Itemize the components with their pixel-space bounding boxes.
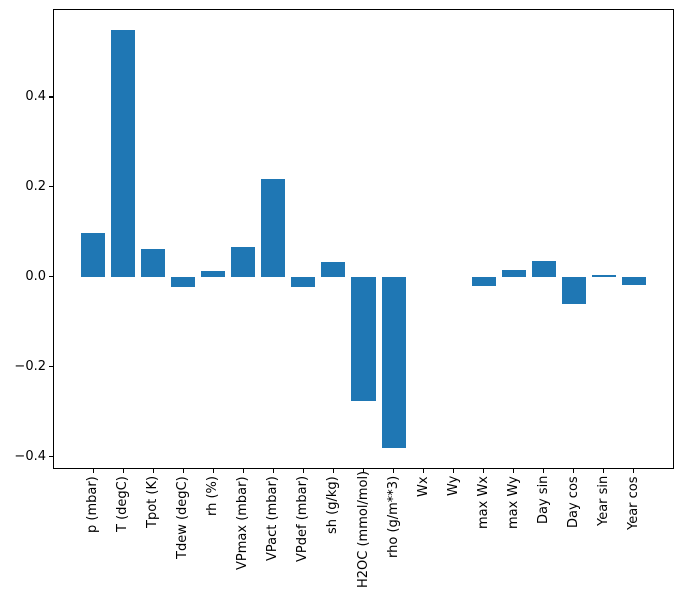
y-tick-mark [49, 455, 53, 458]
x-tick-mark [452, 469, 455, 473]
x-tick-mark [332, 469, 335, 473]
x-tick-label: p (mbar) [85, 476, 101, 533]
bar [591, 275, 616, 277]
x-tick-label: Year sin [595, 476, 611, 527]
bar [141, 248, 166, 277]
x-tick-label: Wx [415, 476, 431, 497]
y-tick-mark [49, 276, 53, 278]
bar [231, 246, 256, 277]
x-tick-mark [362, 469, 365, 473]
y-tick-mark [49, 96, 53, 98]
bar [531, 261, 556, 277]
bar [261, 179, 286, 277]
y-tick-label: 0.0 [25, 268, 46, 284]
y-tick-mark [49, 186, 53, 188]
x-tick-label: Tdew (degC) [175, 476, 191, 559]
y-tick-label: −0.4 [14, 448, 46, 464]
x-tick-mark [573, 469, 575, 473]
x-tick-mark [633, 469, 635, 473]
y-tick-label: −0.2 [14, 358, 46, 374]
x-tick-mark [182, 469, 184, 473]
bar [321, 262, 346, 277]
bar [351, 276, 376, 401]
x-tick-label: VPdef (mbar) [295, 476, 311, 563]
x-tick-mark [302, 469, 305, 473]
x-tick-mark [272, 469, 274, 473]
x-tick-mark [392, 469, 395, 473]
x-tick-label: max Wy [505, 476, 521, 529]
x-tick-label: max Wx [475, 476, 491, 530]
x-tick-mark [122, 469, 124, 473]
x-tick-label: rho (g/m**3) [385, 476, 401, 559]
x-tick-mark [483, 469, 485, 473]
x-tick-mark [422, 469, 425, 473]
x-tick-mark [92, 469, 94, 473]
y-tick-label: 0.4 [25, 88, 46, 104]
x-tick-label: VPact (mbar) [265, 476, 281, 561]
bar [111, 30, 136, 277]
x-tick-label: sh (g/kg) [325, 476, 341, 534]
y-tick-label: 0.2 [25, 178, 46, 194]
bar [471, 276, 496, 286]
bar [291, 276, 316, 288]
x-tick-label: Day cos [565, 476, 581, 528]
bar [501, 269, 526, 277]
x-tick-mark [242, 469, 244, 473]
x-tick-label: Wy [445, 476, 461, 497]
x-tick-mark [212, 469, 214, 473]
x-tick-label: T (degC) [115, 476, 131, 532]
x-tick-label: H2OC (mmol/mol) [355, 470, 371, 588]
bar [201, 270, 226, 277]
bar [561, 276, 586, 305]
x-tick-label: Day sin [535, 476, 551, 525]
y-tick-mark [49, 366, 53, 368]
x-tick-mark [603, 469, 605, 473]
bar [81, 232, 106, 277]
x-tick-mark [152, 469, 154, 473]
bar [171, 276, 196, 287]
x-tick-label: VPmax (mbar) [235, 476, 251, 570]
bar [621, 276, 646, 285]
x-tick-mark [513, 469, 515, 473]
x-tick-mark [543, 469, 545, 473]
plot-area [53, 9, 674, 469]
bar [381, 276, 406, 449]
x-tick-label: rh (%) [205, 476, 221, 516]
x-tick-label: Year cos [625, 476, 641, 530]
x-tick-label: Tpot (K) [145, 476, 161, 529]
